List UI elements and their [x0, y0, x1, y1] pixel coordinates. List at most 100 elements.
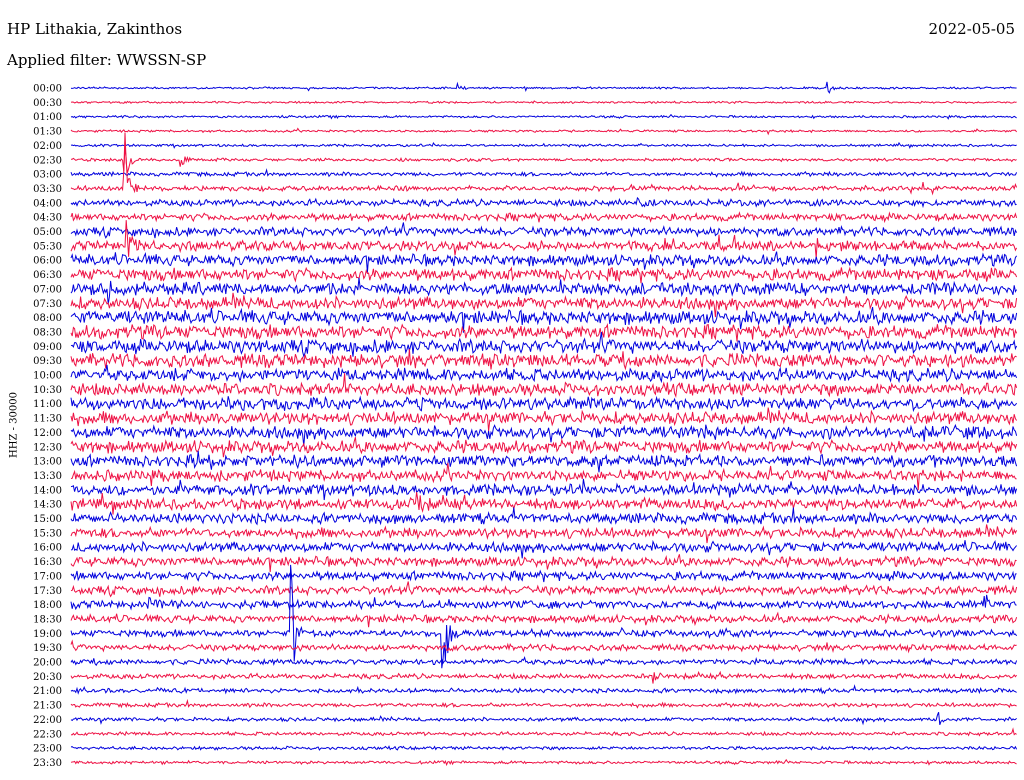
time-label-0100: 01:00 — [33, 112, 62, 123]
station-title: HP Lithakia, Zakinthos — [7, 20, 183, 38]
trace-row-0400 — [70, 196, 1017, 209]
time-label-0930: 09:30 — [33, 356, 62, 367]
time-label-0800: 08:00 — [33, 313, 62, 324]
trace-row-0530 — [70, 220, 1018, 259]
trace-row-1730 — [70, 581, 1018, 598]
time-label-2130: 21:30 — [33, 701, 62, 712]
trace-row-1700 — [70, 569, 1017, 583]
time-label-0700: 07:00 — [33, 284, 62, 295]
time-label-1030: 10:30 — [33, 385, 62, 396]
seismic-traces — [70, 81, 1018, 767]
time-label-0730: 07:30 — [33, 299, 62, 310]
trace-row-2100 — [70, 684, 1017, 695]
time-label-0130: 01:30 — [33, 127, 62, 138]
time-label-2230: 22:30 — [33, 729, 62, 740]
time-label-1700: 17:00 — [33, 571, 62, 582]
time-label-1100: 11:00 — [33, 399, 62, 410]
trace-row-1830 — [70, 611, 1018, 628]
trace-row-1030 — [70, 373, 1018, 398]
trace-row-2130 — [70, 698, 1017, 709]
time-label-1430: 14:30 — [33, 500, 62, 511]
trace-row-1400 — [70, 478, 1018, 501]
trace-row-0800 — [70, 306, 1018, 333]
trace-row-2230 — [70, 727, 1017, 737]
time-label-1600: 16:00 — [33, 543, 62, 554]
trace-row-1200 — [70, 423, 1018, 447]
time-label-1200: 12:00 — [33, 428, 62, 439]
trace-row-2000 — [70, 655, 1018, 667]
time-label-1630: 16:30 — [33, 557, 62, 568]
time-label-0530: 05:30 — [33, 241, 62, 252]
trace-row-2330 — [70, 758, 1017, 767]
time-label-1130: 11:30 — [33, 414, 62, 425]
trace-row-0500 — [70, 222, 1018, 239]
trace-row-1800 — [70, 594, 1017, 611]
time-label-0900: 09:00 — [33, 342, 62, 353]
record-date: 2022-05-05 — [928, 20, 1015, 38]
trace-row-0330 — [70, 147, 1018, 196]
time-label-1930: 19:30 — [33, 643, 62, 654]
time-label-1900: 19:00 — [33, 629, 62, 640]
trace-row-0200 — [70, 141, 1017, 150]
time-label-1800: 18:00 — [33, 600, 62, 611]
trace-row-1600 — [70, 539, 1017, 559]
time-label-2030: 20:30 — [33, 672, 62, 683]
filter-label: Applied filter: WWSSN-SP — [7, 51, 207, 69]
time-label-2200: 22:00 — [33, 715, 62, 726]
trace-row-1130 — [70, 407, 1018, 431]
time-label-0030: 00:30 — [33, 98, 62, 109]
trace-row-1100 — [70, 395, 1018, 413]
trace-row-0430 — [70, 211, 1018, 224]
time-label-1830: 18:30 — [33, 614, 62, 625]
trace-row-0000 — [70, 81, 1017, 94]
trace-row-2300 — [70, 745, 1018, 751]
time-label-1730: 17:30 — [33, 586, 62, 597]
trace-row-1300 — [70, 450, 1018, 473]
tick-labels: 00:00 00:30 01:00 01:30 02:00 02:30 03:00 03:30… — [33, 84, 62, 769]
time-label-0600: 06:00 — [33, 256, 62, 267]
time-label-0400: 04:00 — [33, 198, 62, 209]
trace-row-0100 — [70, 113, 1017, 120]
trace-row-2200 — [70, 712, 1017, 726]
trace-row-0630 — [70, 266, 1018, 284]
time-label-0200: 02:00 — [33, 141, 62, 152]
trace-row-0900 — [70, 332, 1018, 358]
time-label-0630: 06:30 — [33, 270, 62, 281]
trace-row-0230 — [71, 132, 1017, 173]
trace-row-0730 — [70, 292, 1018, 318]
trace-row-0830 — [70, 322, 1018, 342]
time-label-1400: 14:00 — [33, 485, 62, 496]
trace-row-0030 — [70, 100, 1017, 105]
trace-row-1530 — [70, 524, 1018, 544]
time-label-1530: 15:30 — [33, 528, 62, 539]
trace-row-0930 — [70, 348, 1017, 371]
time-label-2100: 21:00 — [33, 686, 62, 697]
trace-row-0700 — [70, 277, 1018, 305]
time-label-1330: 13:30 — [33, 471, 62, 482]
trace-row-2030 — [70, 670, 1017, 684]
trace-row-1930 — [70, 639, 1017, 654]
time-label-1500: 15:00 — [33, 514, 62, 525]
trace-row-0600 — [70, 251, 1018, 273]
trace-row-1330 — [70, 462, 1017, 491]
time-label-1230: 12:30 — [33, 442, 62, 453]
time-label-0500: 05:00 — [33, 227, 62, 238]
time-label-2300: 23:00 — [33, 744, 62, 755]
time-label-1300: 13:00 — [33, 457, 62, 468]
time-label-0430: 04:30 — [33, 213, 62, 224]
time-label-0300: 03:00 — [33, 170, 62, 181]
trace-row-1430 — [70, 492, 1018, 515]
time-label-0230: 02:30 — [33, 155, 62, 166]
time-label-0000: 00:00 — [33, 84, 62, 95]
trace-row-0130 — [70, 127, 1018, 136]
trace-row-1630 — [70, 554, 1017, 573]
trace-row-1500 — [70, 507, 1018, 526]
time-label-2330: 23:30 — [33, 758, 62, 769]
trace-row-1900 — [70, 564, 1018, 669]
trace-row-0300 — [70, 168, 1018, 178]
time-label-0830: 08:30 — [33, 327, 62, 338]
time-label-2000: 20:00 — [33, 658, 62, 669]
time-label-1000: 10:00 — [33, 371, 62, 382]
trace-row-1000 — [70, 364, 1018, 384]
